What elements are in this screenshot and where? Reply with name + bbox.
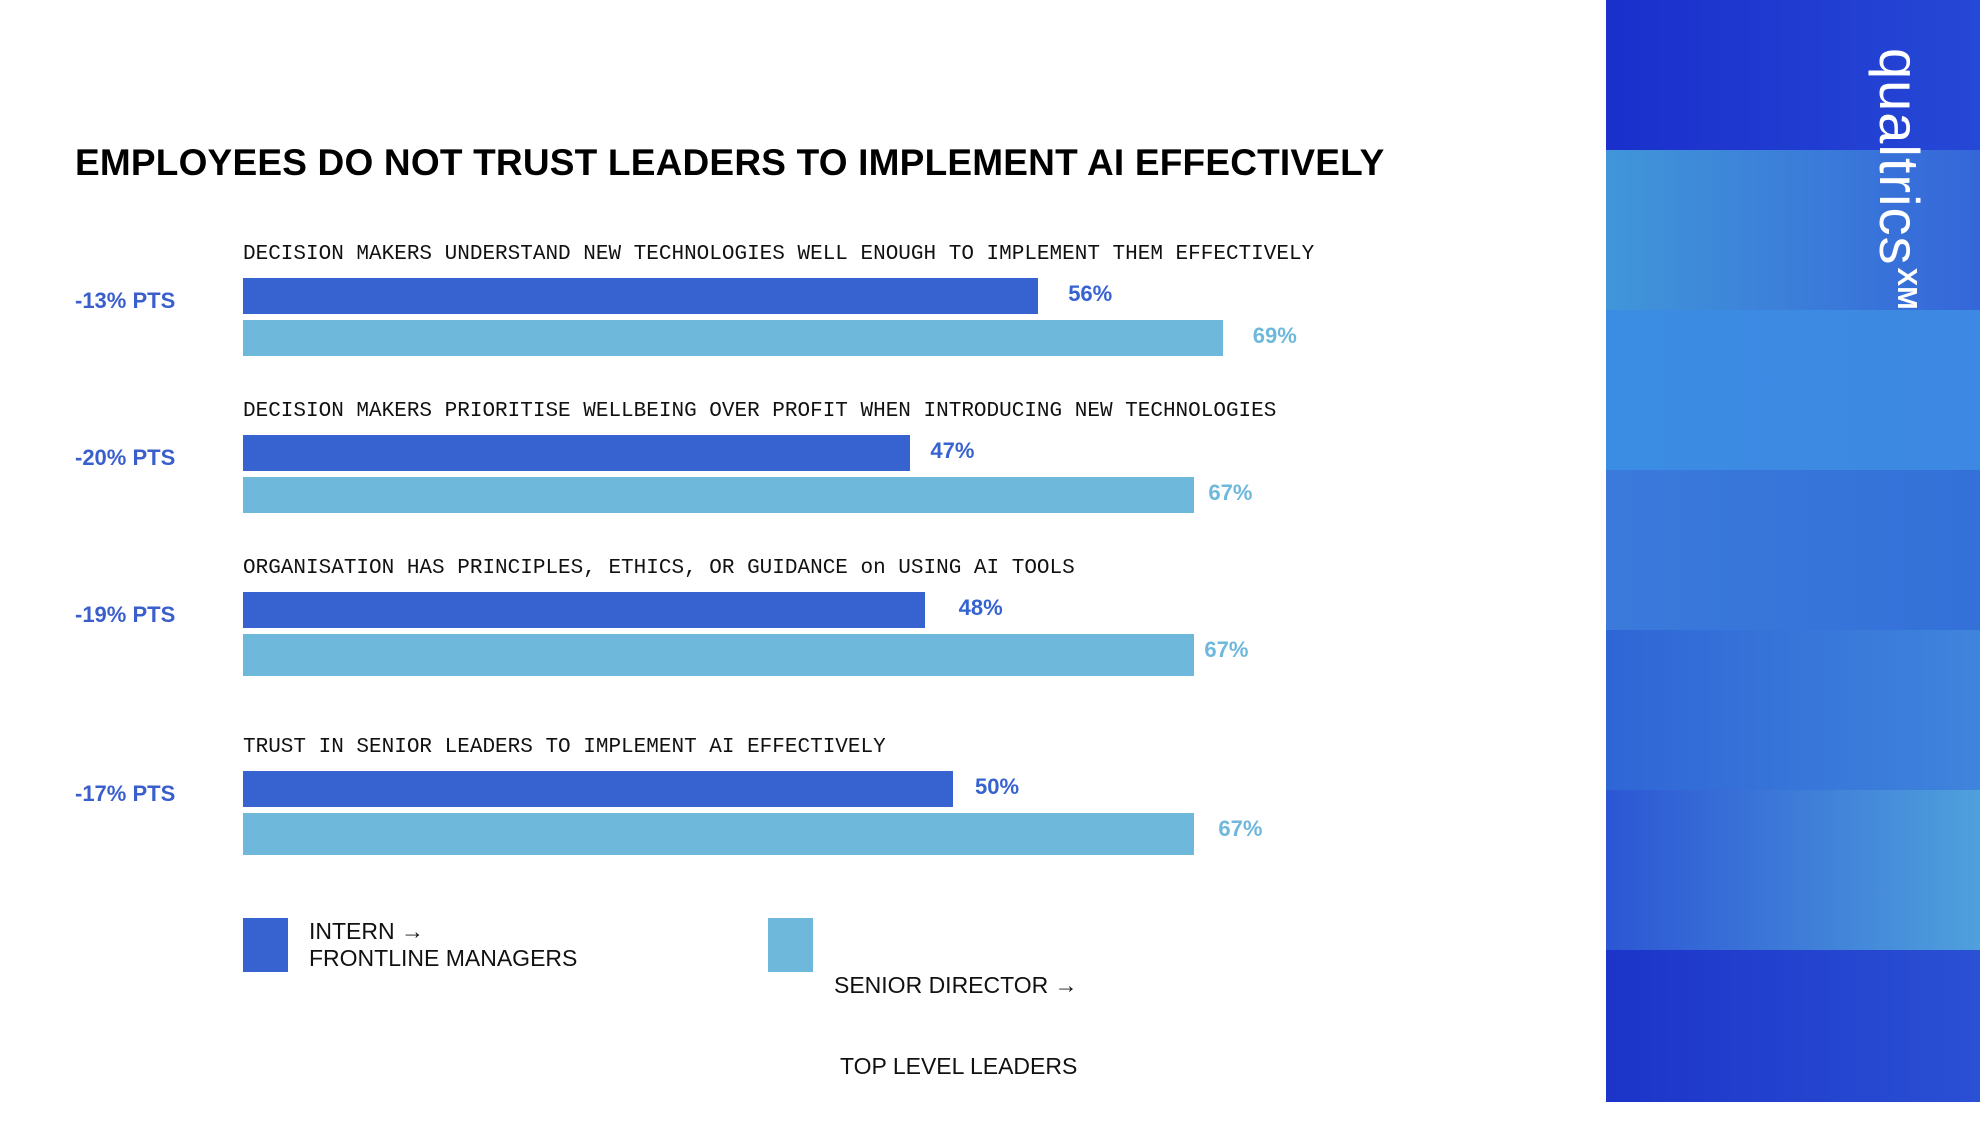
panel-stripe [1606, 310, 1980, 471]
category-label: DECISION MAKERS UNDERSTAND NEW TECHNOLOG… [243, 243, 1315, 266]
difference-label: -13% PTS [75, 288, 176, 313]
data-label: 47% [930, 438, 975, 463]
legend-label-senior: SENIOR DIRECTOR → TOP LEVEL LEADERS [834, 918, 1078, 1134]
legend-label-line: SENIOR DIRECTOR → [834, 972, 1078, 998]
bar-group: DECISION MAKERS PRIORITISE WELLBEING OVE… [0, 400, 1600, 530]
data-label: 67% [1218, 816, 1263, 841]
chart-title: EMPLOYEES DO NOT TRUST LEADERS TO IMPLEM… [75, 142, 1385, 183]
bar-senior [243, 813, 1195, 855]
logo-xm-mark: XM [1892, 267, 1923, 310]
data-label: 48% [958, 595, 1003, 620]
panel-stripe [1606, 950, 1980, 1102]
bar-senior [243, 634, 1195, 676]
panel-stripe [1606, 790, 1980, 951]
legend-swatch-senior [768, 918, 813, 972]
bar-intern [243, 771, 953, 807]
data-label: 56% [1068, 281, 1113, 306]
bar-group: DECISION MAKERS UNDERSTAND NEW TECHNOLOG… [0, 243, 1600, 373]
difference-label: -19% PTS [75, 602, 176, 627]
legend-swatch-intern [243, 918, 288, 972]
category-label: DECISION MAKERS PRIORITISE WELLBEING OVE… [243, 400, 1277, 423]
bar-senior [243, 477, 1195, 513]
legend-label-intern: INTERN → FRONTLINE MANAGERS [309, 918, 577, 972]
bar-intern [243, 592, 925, 628]
bar-group: TRUST IN SENIOR LEADERS TO IMPLEMENT AI … [0, 736, 1600, 866]
bar-intern [243, 435, 911, 471]
panel-stripe [1606, 150, 1980, 311]
logo-wordmark: qualtrics [1868, 48, 1931, 266]
category-label: ORGANISATION HAS PRINCIPLES, ETHICS, OR … [243, 557, 1075, 580]
data-label: 50% [975, 774, 1020, 799]
panel-stripe [1606, 0, 1980, 161]
bar-group: ORGANISATION HAS PRINCIPLES, ETHICS, OR … [0, 557, 1600, 687]
legend-label-line: FRONTLINE MANAGERS [309, 945, 578, 971]
bar-intern [243, 278, 1039, 314]
bar-senior [243, 320, 1223, 356]
legend-label-line: TOP LEVEL LEADERS [834, 1053, 1078, 1079]
category-label: TRUST IN SENIOR LEADERS TO IMPLEMENT AI … [243, 736, 886, 759]
data-label: 67% [1204, 637, 1249, 662]
difference-label: -20% PTS [75, 445, 176, 470]
qualtrics-logo: qualtricsXM [1867, 48, 1932, 310]
data-label: 69% [1252, 323, 1297, 348]
difference-label: -17% PTS [75, 781, 176, 806]
data-label: 67% [1208, 480, 1253, 505]
panel-stripe [1606, 630, 1980, 791]
side-panel [1606, 0, 1980, 1102]
panel-stripe [1606, 470, 1980, 631]
legend-label-line: INTERN → [309, 918, 424, 944]
